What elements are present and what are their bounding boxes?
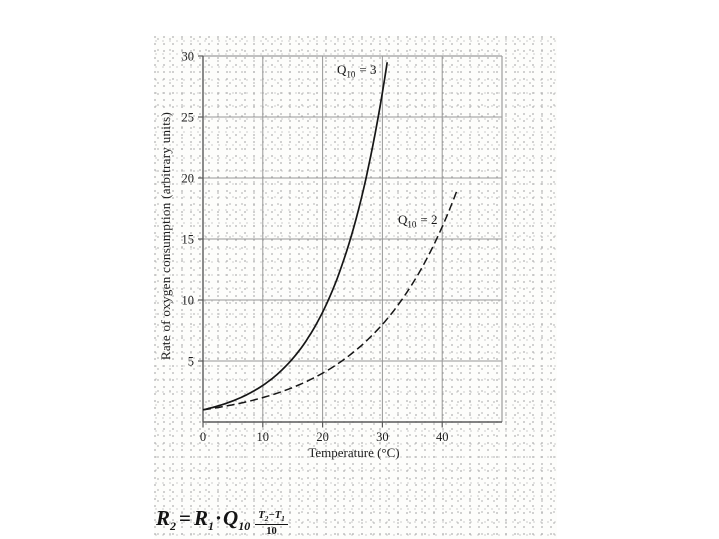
equals-sign: = bbox=[179, 506, 191, 530]
q-value: = 2 bbox=[420, 212, 438, 227]
formula-q: Q bbox=[223, 506, 239, 530]
y-tick-label: 10 bbox=[182, 293, 195, 307]
t1: T bbox=[274, 510, 282, 521]
q-value: = 3 bbox=[359, 62, 377, 77]
y-axis-title: Rate of oxygen consumption (arbitrary un… bbox=[158, 111, 173, 361]
formula-r2-sub: 2 bbox=[170, 519, 177, 534]
curve-label-q10-3: Q10 = 3 bbox=[337, 62, 376, 80]
fraction-denominator: 10 bbox=[266, 526, 277, 538]
scanned-figure: 0 10 20 30 40 5 10 15 20 25 30 Rate of oxygen con… bbox=[154, 36, 557, 539]
q-subscript: 10 bbox=[346, 69, 356, 80]
chart-svg: 0 10 20 30 40 5 10 15 20 25 30 bbox=[182, 49, 503, 444]
exponent-fraction: T2−T1 10 bbox=[255, 510, 288, 538]
grid-lines bbox=[203, 56, 502, 422]
q-subscript: 10 bbox=[407, 219, 417, 230]
multiplication-dot: · bbox=[215, 506, 223, 530]
x-tick-labels: 0 10 20 30 40 bbox=[200, 430, 449, 444]
y-tick-label: 30 bbox=[182, 49, 195, 63]
x-axis-title: Temperature (°C) bbox=[308, 445, 400, 460]
t2: T bbox=[258, 510, 265, 521]
y-tick-label: 20 bbox=[182, 171, 195, 185]
fraction-numerator: T2−T1 bbox=[255, 510, 288, 526]
tick-marks bbox=[198, 55, 443, 428]
formula-q-sub: 10 bbox=[238, 519, 251, 534]
curves bbox=[202, 62, 458, 411]
formula-r2: R bbox=[156, 506, 171, 530]
y-tick-labels: 5 10 15 20 25 30 bbox=[182, 49, 195, 368]
x-tick-label: 0 bbox=[200, 430, 206, 444]
q-symbol: Q bbox=[337, 62, 347, 77]
x-tick-label: 10 bbox=[257, 430, 270, 444]
y-tick-label: 5 bbox=[188, 354, 194, 368]
q10-formula: R2 = R1·Q10 T2−T1 10 bbox=[156, 506, 288, 538]
curve-q10-3 bbox=[202, 62, 389, 411]
minus-sign: − bbox=[268, 510, 275, 521]
x-tick-label: 30 bbox=[376, 430, 389, 444]
q-symbol: Q bbox=[398, 212, 408, 227]
t1-sub: 1 bbox=[281, 514, 285, 524]
y-tick-label: 25 bbox=[182, 110, 195, 124]
x-tick-label: 40 bbox=[436, 430, 449, 444]
curve-q10-2 bbox=[202, 191, 458, 411]
curve-label-q10-2: Q10 = 2 bbox=[398, 212, 437, 230]
formula-r1: R bbox=[193, 506, 208, 530]
y-tick-label: 15 bbox=[182, 232, 195, 246]
formula-r1-sub: 1 bbox=[208, 519, 214, 534]
t2-sub: 2 bbox=[264, 514, 269, 524]
plot-border bbox=[203, 55, 503, 422]
x-tick-label: 20 bbox=[316, 430, 329, 444]
